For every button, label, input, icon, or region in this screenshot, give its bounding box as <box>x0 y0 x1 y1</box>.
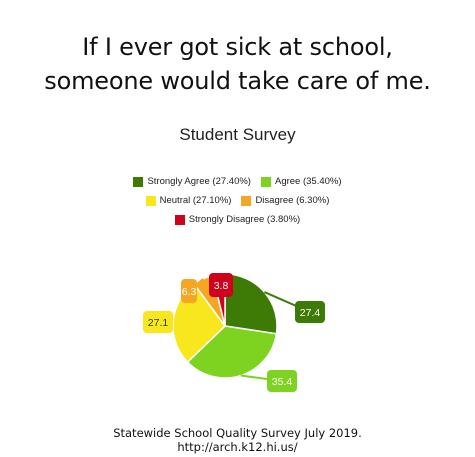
data-label-disagree: 6.3 <box>181 278 204 303</box>
legend-swatch <box>145 195 156 206</box>
legend-row-1: Strongly Agree (27.40%) Agree (35.40%) <box>0 172 475 191</box>
source-footer: Statewide School Quality Survey July 201… <box>0 426 475 454</box>
headline-line-1: If I ever got sick at school, <box>82 33 393 61</box>
legend-swatch <box>174 214 185 225</box>
data-label-text: 6.3 <box>182 286 197 298</box>
legend-swatch <box>133 176 144 187</box>
headline-line-2: someone would take care of me. <box>44 67 431 95</box>
chart-title: Student Survey <box>179 125 296 144</box>
legend-label: Strongly Agree (27.40%) <box>147 176 251 187</box>
data-label-text: 27.1 <box>148 317 169 329</box>
legend-label: Agree (35.40%) <box>274 176 342 187</box>
data-label-box <box>181 279 197 303</box>
legend-row-2: Neutral (27.10%) Disagree (6.30%) <box>0 191 475 210</box>
data-label-text: 35.4 <box>272 376 293 388</box>
data-label-text: 3.8 <box>214 280 229 292</box>
legend-item-disagree[interactable]: Disagree (6.30%) <box>241 195 329 206</box>
legend-swatch <box>241 195 252 206</box>
legend-label: Neutral (27.10%) <box>159 195 232 206</box>
pie-chart: 27.4 35.4 27.1 6.3 3.8 <box>143 273 325 392</box>
source-line-1: Statewide School Quality Survey July 201… <box>113 426 362 440</box>
legend-swatch <box>260 176 271 187</box>
pie-slice-agree[interactable] <box>186 325 278 379</box>
legend-label: Disagree (6.30%) <box>255 195 330 206</box>
legend-row-3: Strongly Disagree (3.80%) <box>0 210 475 229</box>
data-label-box <box>209 273 233 297</box>
data-label-text: 27.4 <box>300 307 321 319</box>
headline: If I ever got sick at school, someone wo… <box>0 30 475 98</box>
legend-item-neutral[interactable]: Neutral (27.10%) <box>145 195 232 206</box>
chart-legend: Strongly Agree (27.40%) Agree (35.40%) N… <box>0 172 475 229</box>
data-label-strongly-agree: 27.4 <box>264 291 325 323</box>
legend-item-strongly-agree[interactable]: Strongly Agree (27.40%) <box>133 176 251 187</box>
legend-item-agree[interactable]: Agree (35.40%) <box>260 176 342 187</box>
data-label-box <box>267 370 297 392</box>
data-label-box <box>143 311 173 333</box>
legend-label: Strongly Disagree (3.80%) <box>188 214 301 225</box>
source-url: http://arch.k12.hi.us/ <box>177 440 298 454</box>
data-label-box <box>295 301 325 323</box>
data-label-strongly-disagree: 3.8 <box>209 273 233 297</box>
data-label-agree: 35.4 <box>240 370 297 392</box>
legend-item-strongly-disagree[interactable]: Strongly Disagree (3.80%) <box>174 214 301 225</box>
data-label-neutral: 27.1 <box>143 311 174 333</box>
